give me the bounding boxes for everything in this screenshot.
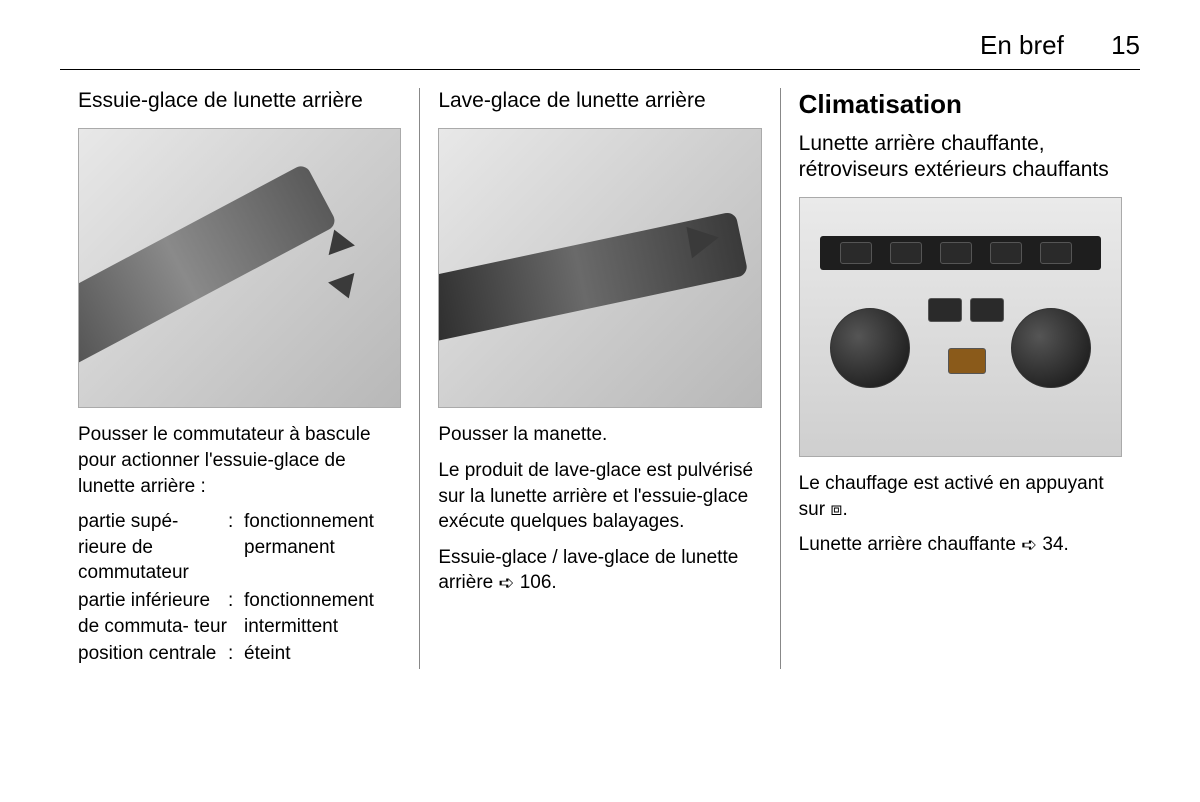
def-val: fonctionnement intermittent — [244, 588, 401, 639]
col3-p1-b: . — [842, 499, 847, 520]
col2-p1: Pousser la manette. — [438, 422, 761, 448]
figure-rear-wiper — [78, 128, 401, 408]
column-washer: Lave-glace de lunette arrière Pousser la… — [419, 88, 779, 669]
col3-p2: Lunette arrière chauffante ➪ 34. — [799, 532, 1122, 558]
reference-icon: ➪ — [1021, 533, 1037, 559]
col2-p3-ref: 106. — [520, 572, 557, 593]
col3-p2-ref: 34. — [1042, 534, 1068, 555]
column-climate: Climatisation Lunette arrière chauffante… — [780, 88, 1140, 669]
defrost-icon: ⧈ — [830, 497, 842, 523]
def-sep: : — [228, 588, 244, 639]
col3-p2-a: Lunette arrière chauffante — [799, 534, 1022, 555]
col2-p3: Essuie-glace / lave-glace de lunette arr… — [438, 545, 761, 596]
def-val: éteint — [244, 641, 401, 667]
col3-subtitle: Lunette arrière chauffante, rétroviseurs… — [799, 131, 1122, 184]
header-page-number: 15 — [1111, 30, 1140, 60]
table-row: partie supé- rieure de commutateur : fon… — [78, 509, 401, 586]
content-columns: Essuie-glace de lunette arrière Pousser … — [60, 88, 1140, 669]
col3-p1: Le chauffage est activé en appuyant sur … — [799, 471, 1122, 522]
table-row: position centrale : éteint — [78, 641, 401, 667]
col2-p2: Le produit de lave-glace est pulvérisé s… — [438, 458, 761, 535]
col1-title: Essuie-glace de lunette arrière — [78, 88, 401, 114]
col2-p3-text: Essuie-glace / lave-glace de lunette arr… — [438, 547, 738, 594]
figure-rear-washer — [438, 128, 761, 408]
figure-climate-panel — [799, 197, 1122, 457]
col3-title: Climatisation — [799, 88, 1122, 121]
table-row: partie inférieure de commuta- teur : fon… — [78, 588, 401, 639]
col1-intro: Pousser le commutateur à bascule pour ac… — [78, 422, 401, 499]
col2-title: Lave-glace de lunette arrière — [438, 88, 761, 114]
reference-icon: ➪ — [499, 571, 515, 597]
def-sep: : — [228, 509, 244, 586]
col1-def-table: partie supé- rieure de commutateur : fon… — [78, 509, 401, 667]
def-key: partie inférieure de commuta- teur — [78, 588, 228, 639]
header-section: En bref — [980, 30, 1064, 60]
def-sep: : — [228, 641, 244, 667]
page-header: En bref 15 — [60, 30, 1140, 70]
def-key: partie supé- rieure de commutateur — [78, 509, 228, 586]
def-key: position centrale — [78, 641, 228, 667]
def-val: fonctionnement permanent — [244, 509, 401, 586]
column-wiper: Essuie-glace de lunette arrière Pousser … — [60, 88, 419, 669]
